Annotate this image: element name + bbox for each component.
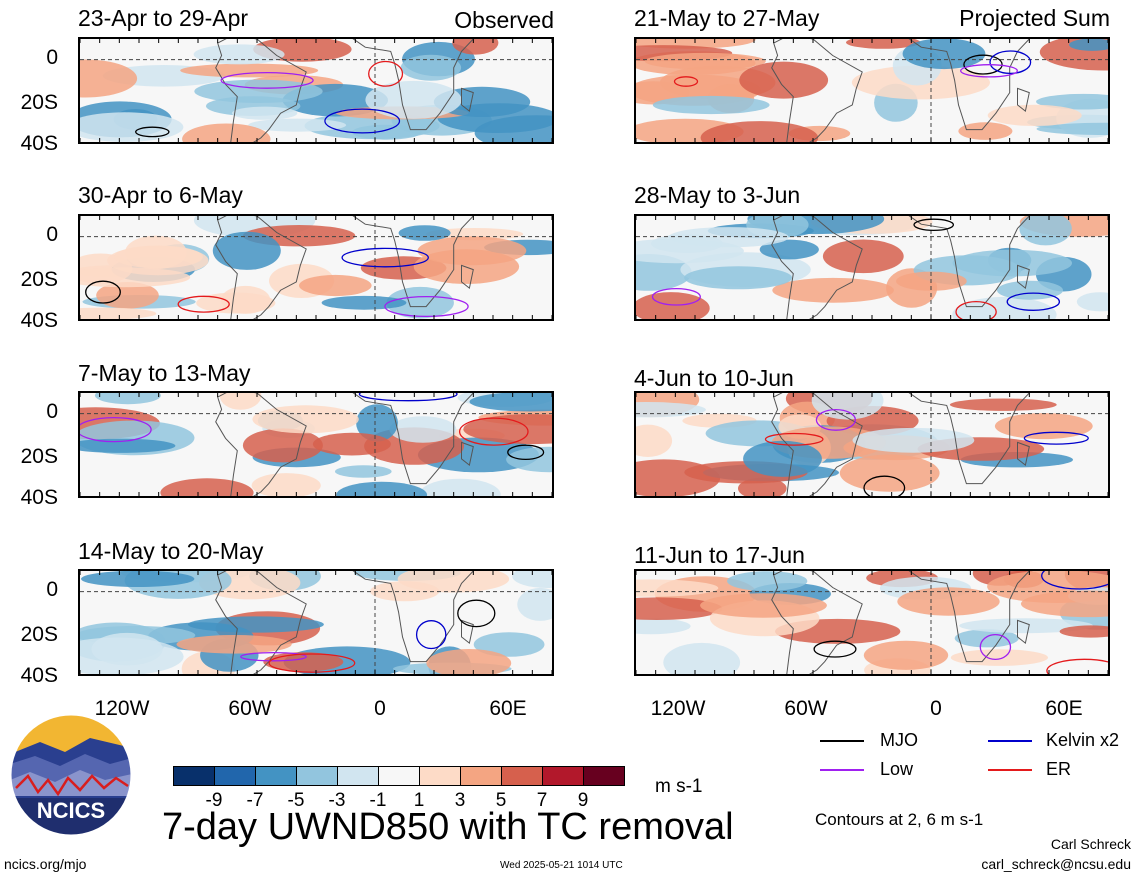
lon-label-60e-right: 60E xyxy=(1045,697,1083,720)
lat-label-20s-row4: 20S xyxy=(20,623,58,646)
colorbar-cell xyxy=(337,766,379,786)
lat-label-20s-row3: 20S xyxy=(20,445,58,468)
colorbar-cell xyxy=(501,766,543,786)
panel-title-7: 4-Jun to 10-Jun xyxy=(634,365,794,391)
panel-tag-observed: Observed xyxy=(454,7,554,33)
panel-tag-projected: Projected Sum xyxy=(959,5,1110,31)
colorbar-cell xyxy=(542,766,584,786)
colorbar-units: m s-1 xyxy=(655,776,703,797)
map-panel-3 xyxy=(78,391,554,498)
map-panel-8 xyxy=(634,569,1110,676)
map-panel-4 xyxy=(78,569,554,676)
ncics-logo: NCICS xyxy=(10,714,132,836)
legend-line-kelvin xyxy=(988,740,1032,742)
lon-label-0-left: 0 xyxy=(374,697,386,720)
lat-label-0-row2: 0 xyxy=(46,223,58,246)
colorbar-cell xyxy=(214,766,256,786)
colorbar-cell xyxy=(419,766,461,786)
legend-line-mjo xyxy=(820,740,864,742)
colorbar-label: 5 xyxy=(495,790,507,811)
lat-label-20s-row2: 20S xyxy=(20,268,58,291)
colorbar-cell xyxy=(173,766,215,786)
lon-label-120w-left: 120W xyxy=(94,697,150,720)
legend-line-low xyxy=(820,769,864,771)
main-title: 7-day UWND850 with TC removal xyxy=(162,806,734,848)
legend-label-kelvin: Kelvin x2 xyxy=(1046,730,1120,750)
colorbar-cell xyxy=(378,766,420,786)
lon-label-60e-left: 60E xyxy=(489,697,527,720)
lat-label-0-row4: 0 xyxy=(46,578,58,601)
logo-text: NCICS xyxy=(36,798,106,823)
lat-label-20s-row1: 20S xyxy=(20,91,58,114)
colorbar-label: 1 xyxy=(413,790,425,811)
lat-label-40s-row1: 40S xyxy=(20,132,58,155)
lon-label-60w-right: 60W xyxy=(784,697,828,720)
lat-label-40s-row3: 40S xyxy=(20,486,58,509)
footer-author: Carl Schreck xyxy=(1050,836,1131,852)
colorbar-label: -1 xyxy=(369,790,387,811)
colorbar-label: -9 xyxy=(205,790,223,811)
lon-label-0-right: 0 xyxy=(930,697,942,720)
map-panel-6 xyxy=(634,214,1110,321)
contours-note: Contours at 2, 6 m s-1 xyxy=(815,810,984,829)
panel-title-1: 23-Apr to 29-Apr xyxy=(78,5,249,31)
lat-label-0-row3: 0 xyxy=(46,400,58,423)
lon-label-120w-right: 120W xyxy=(650,697,706,720)
colorbar-label: 3 xyxy=(454,790,466,811)
panel-title-4: 14-May to 20-May xyxy=(78,538,264,564)
panel-title-2: 30-Apr to 6-May xyxy=(78,182,243,208)
legend-label-er: ER xyxy=(1046,759,1072,779)
colorbar-cell xyxy=(460,766,502,786)
legend-label-low: Low xyxy=(880,759,914,779)
colorbar-cell xyxy=(255,766,297,786)
colorbar-label: -3 xyxy=(328,790,346,811)
colorbar-label: -7 xyxy=(246,790,264,811)
panel-title-6: 28-May to 3-Jun xyxy=(634,182,801,208)
footer-url: ncics.org/mjo xyxy=(4,856,87,872)
colorbar-label: 9 xyxy=(577,790,589,811)
footer-timestamp: Wed 2025-05-21 1014 UTC xyxy=(500,860,623,871)
colorbar-label: -5 xyxy=(287,790,305,811)
map-panel-5 xyxy=(634,37,1110,144)
lat-label-40s-row4: 40S xyxy=(20,664,58,687)
map-panel-2 xyxy=(78,214,554,321)
panel-title-5: 21-May to 27-May xyxy=(634,5,820,31)
colorbar-label: 7 xyxy=(536,790,548,811)
lat-label-0-row1: 0 xyxy=(46,46,58,69)
colorbar-cell xyxy=(583,766,625,786)
legend-line-er xyxy=(988,769,1032,771)
colorbar-cell xyxy=(296,766,338,786)
panel-title-3: 7-May to 13-May xyxy=(78,360,251,386)
panel-title-8: 11-Jun to 17-Jun xyxy=(634,542,805,568)
map-panel-7 xyxy=(634,391,1110,498)
lon-label-60w-left: 60W xyxy=(228,697,272,720)
lat-label-40s-row2: 40S xyxy=(20,309,58,332)
legend-label-mjo: MJO xyxy=(880,730,918,750)
footer-email: carl_schreck@ncsu.edu xyxy=(981,856,1131,872)
map-panel-1 xyxy=(78,37,554,144)
